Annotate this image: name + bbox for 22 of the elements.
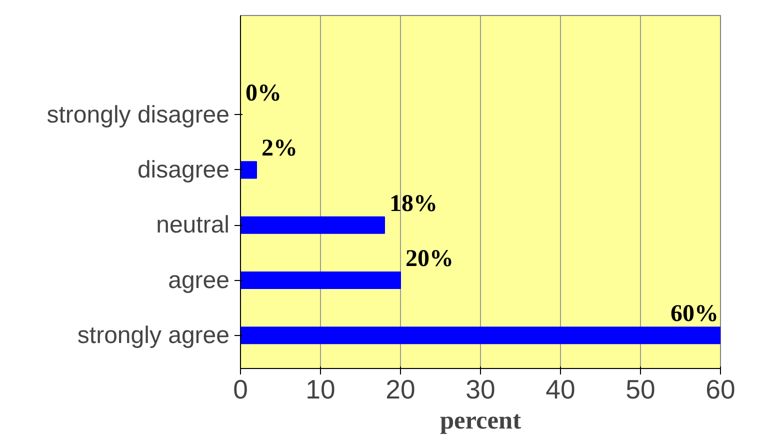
y-tick-label: neutral bbox=[156, 212, 230, 239]
data-label: 18% bbox=[390, 190, 438, 217]
bar bbox=[240, 161, 257, 179]
x-tick-label: 40 bbox=[546, 374, 576, 404]
x-tick-label: 0 bbox=[233, 374, 248, 404]
y-tick-label: strongly disagree bbox=[46, 101, 230, 128]
bar bbox=[240, 271, 401, 290]
data-label: 2% bbox=[262, 136, 298, 162]
data-label: 0% bbox=[246, 80, 282, 107]
x-axis-title: percent bbox=[440, 406, 522, 434]
x-tick-label: 10 bbox=[306, 374, 336, 404]
data-label: 60% bbox=[670, 301, 718, 328]
data-label: 20% bbox=[406, 246, 454, 272]
x-tick-label: 20 bbox=[386, 374, 416, 404]
y-tick-label: agree bbox=[168, 266, 230, 294]
bar bbox=[240, 326, 720, 344]
y-tick-label: disagree bbox=[137, 156, 230, 184]
x-tick-label: 50 bbox=[626, 374, 656, 404]
y-tick-label: strongly agree bbox=[77, 322, 230, 349]
bar bbox=[240, 216, 385, 234]
x-tick-label: 30 bbox=[466, 374, 496, 404]
x-tick-label: 60 bbox=[706, 374, 736, 404]
